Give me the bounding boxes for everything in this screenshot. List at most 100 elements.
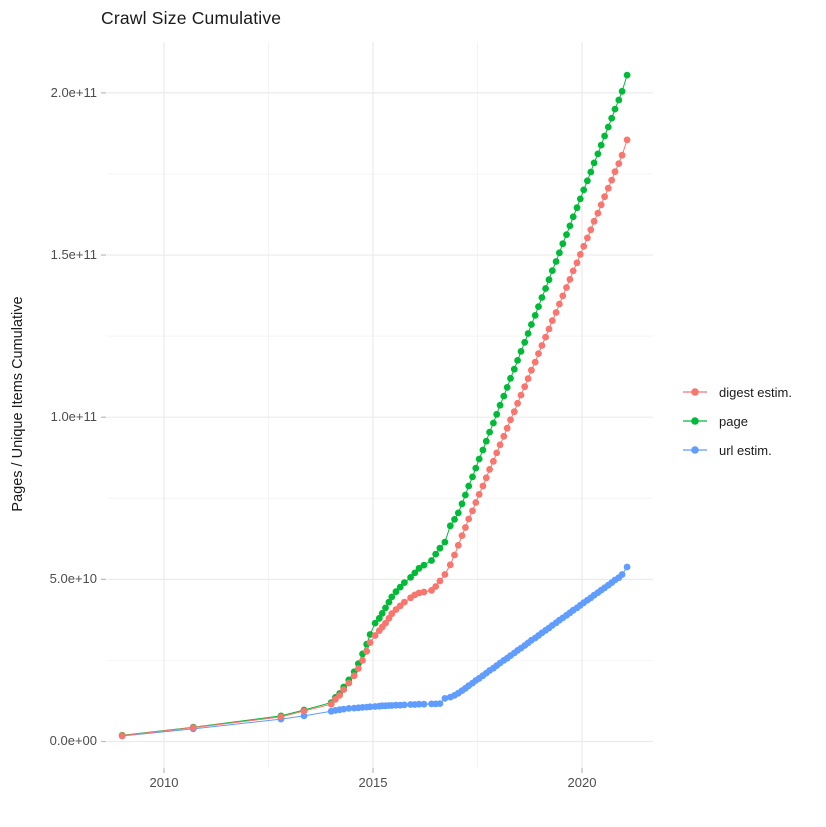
data-point-digest-estim- [340, 686, 348, 693]
series-line-url-estim- [122, 566, 628, 737]
data-point-page [563, 231, 570, 239]
data-point-digest-estim- [336, 692, 343, 699]
data-point-digest-estim- [597, 201, 605, 209]
data-point-page [623, 71, 631, 79]
data-point-page [496, 401, 504, 409]
data-point-url-estim- [345, 705, 353, 712]
data-point-digest-estim- [359, 657, 366, 664]
data-point-digest-estim- [500, 432, 508, 440]
data-point-page [535, 303, 542, 310]
data-point-digest-estim- [615, 160, 623, 168]
data-point-digest-estim- [300, 707, 308, 715]
data-point-page [594, 150, 602, 158]
data-point-digest-estim- [350, 672, 358, 680]
data-point-url-estim- [401, 701, 408, 709]
data-point-url-estim- [366, 703, 374, 711]
data-point-digest-estim- [420, 588, 428, 596]
data-point-digest-estim- [548, 317, 556, 324]
data-point-page [432, 550, 440, 558]
legend-item-page: page [681, 413, 792, 429]
data-point-page [446, 522, 454, 530]
x-tick-label: 2020 [567, 775, 597, 790]
data-point-page [542, 285, 549, 292]
data-point-page [382, 604, 389, 612]
data-point-page [472, 464, 480, 472]
y-tick-label: 5.0e+10 [49, 571, 97, 586]
data-point-digest-estim- [490, 457, 497, 465]
data-point-page [531, 312, 539, 319]
data-point-page [559, 240, 567, 248]
data-point-digest-estim- [277, 713, 285, 721]
data-point-page [465, 482, 473, 490]
data-point-digest-estim- [355, 665, 362, 672]
data-point-digest-estim- [432, 583, 440, 590]
data-point-url-estim- [441, 695, 449, 702]
data-point-page [486, 428, 493, 436]
data-point-digest-estim- [465, 515, 473, 523]
data-point-digest-estim- [604, 184, 612, 192]
data-point-digest-estim- [366, 639, 374, 646]
series-line-page [122, 74, 628, 736]
data-point-page [503, 384, 511, 391]
data-point-page [375, 614, 383, 622]
legend-item-url-estim: url estim. [681, 442, 792, 458]
data-point-page [436, 544, 444, 552]
data-point-page [510, 365, 518, 373]
data-point-page [482, 437, 490, 445]
data-point-page [475, 455, 483, 463]
data-point-digest-estim- [576, 251, 584, 258]
data-point-digest-estim- [556, 300, 563, 308]
data-point-digest-estim- [436, 577, 444, 585]
y-tick-label: 0.0e+00 [49, 733, 97, 748]
data-point-digest-estim- [479, 482, 487, 490]
x-tick-label: 2015 [358, 775, 388, 790]
data-point-url-estim- [300, 712, 308, 720]
data-point-page [371, 619, 379, 627]
legend-key-dot [691, 417, 699, 425]
data-point-digest-estim- [363, 647, 371, 655]
data-point-digest-estim- [458, 532, 466, 539]
data-point-url-estim- [623, 563, 631, 571]
data-point-digest-estim- [189, 724, 197, 731]
data-point-digest-estim- [538, 342, 546, 349]
data-point-page [538, 294, 546, 301]
data-point-page [548, 267, 556, 274]
data-point-digest-estim- [472, 499, 480, 506]
data-point-digest-estim- [469, 507, 476, 515]
data-point-digest-estim- [371, 632, 379, 639]
legend-key-dot [691, 388, 699, 396]
legend-key-icon [683, 417, 707, 425]
data-point-digest-estim- [587, 226, 595, 234]
data-point-page [611, 105, 619, 113]
data-point-digest-estim- [382, 619, 389, 627]
data-point-page [500, 392, 508, 400]
data-point-page [454, 509, 462, 517]
data-point-digest-estim- [524, 375, 532, 382]
data-point-page [479, 446, 487, 454]
data-point-digest-estim- [618, 151, 626, 159]
y-tick-label: 2.0e+11 [50, 85, 97, 100]
data-point-digest-estim- [566, 276, 574, 283]
data-point-digest-estim- [496, 441, 504, 449]
data-point-page [552, 258, 560, 265]
data-point-digest-estim- [327, 700, 335, 708]
data-point-page [490, 419, 497, 427]
data-point-page [615, 96, 623, 104]
data-point-page [451, 516, 458, 523]
data-point-page [385, 598, 393, 606]
y-tick-label: 1.0e+11 [50, 409, 97, 424]
data-point-digest-estim- [462, 524, 469, 531]
data-point-digest-estim- [580, 242, 588, 250]
data-point-page [514, 357, 521, 364]
legend-key-icon [683, 388, 707, 396]
data-point-page [587, 168, 595, 176]
data-point-url-estim- [618, 571, 626, 578]
data-point-digest-estim- [510, 408, 518, 416]
data-point-page [521, 338, 529, 346]
data-point-digest-estim- [573, 259, 581, 267]
data-point-page [378, 610, 386, 617]
y-tick-label: 1.5e+11 [50, 247, 97, 262]
legend-label: url estim. [719, 442, 772, 458]
data-point-digest-estim- [623, 136, 631, 144]
